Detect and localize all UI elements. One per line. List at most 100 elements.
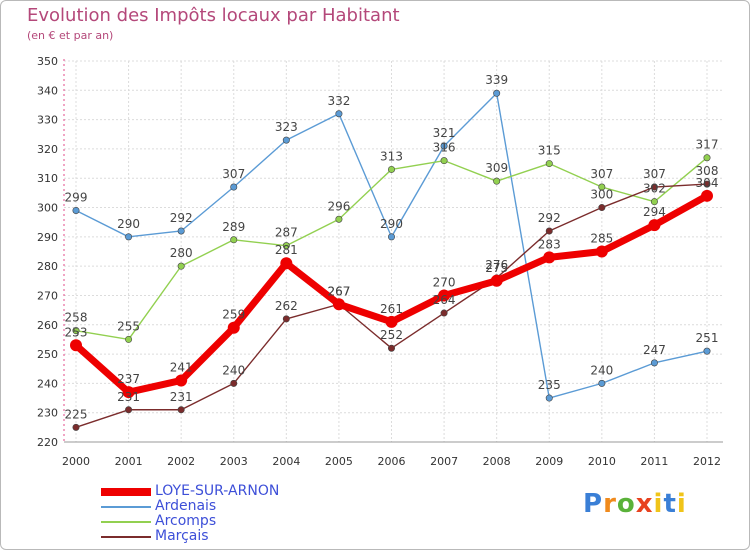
y-tick-label: 270: [37, 289, 58, 302]
data-point-ardenais: [387, 233, 395, 241]
x-tick-label: 2002: [167, 455, 195, 468]
data-label-arcomps: 309: [485, 161, 508, 175]
y-tick-label: 220: [37, 436, 58, 449]
data-label-loye: 261: [380, 302, 403, 316]
data-point-arcomps: [335, 215, 343, 223]
data-point-marcais: [703, 180, 711, 188]
data-point-loye: [543, 251, 556, 264]
data-point-ardenais: [125, 233, 133, 241]
data-point-loye: [648, 219, 661, 232]
data-point-ardenais: [282, 136, 290, 144]
data-label-marcais: 308: [696, 164, 719, 178]
data-point-marcais: [598, 204, 606, 212]
data-point-loye: [385, 315, 398, 328]
data-label-loye: 253: [65, 325, 88, 339]
data-label-ardenais: 299: [65, 190, 88, 204]
data-point-marcais: [440, 309, 448, 317]
y-tick-label: 290: [37, 231, 58, 244]
y-tick-label: 260: [37, 319, 58, 332]
data-label-arcomps: 296: [327, 199, 350, 213]
y-tick-label: 350: [37, 55, 58, 68]
data-point-ardenais: [598, 379, 606, 387]
data-point-ardenais: [440, 142, 448, 150]
data-label-arcomps: 302: [643, 182, 666, 196]
x-tick-label: 2012: [693, 455, 721, 468]
series-lines: [70, 89, 713, 431]
legend-label-loye: LOYE-SUR-ARNON: [155, 483, 280, 499]
data-label-loye: 270: [433, 275, 456, 289]
data-label-marcais: 300: [590, 188, 613, 202]
data-label-arcomps: 316: [433, 141, 456, 155]
data-label-marcais: 252: [380, 328, 403, 342]
proxiti-logo: Proxiti: [583, 489, 687, 519]
y-tick-label: 310: [37, 172, 58, 185]
data-point-marcais: [545, 227, 553, 235]
data-label-marcais: 276: [485, 258, 508, 272]
data-point-ardenais: [335, 110, 343, 118]
y-tick-label: 300: [37, 202, 58, 215]
data-label-marcais: 240: [222, 363, 245, 377]
data-point-loye: [332, 298, 345, 311]
data-label-arcomps: 307: [590, 167, 613, 181]
data-point-arcomps: [125, 335, 133, 343]
data-point-marcais: [125, 406, 133, 414]
x-tick-label: 2000: [62, 455, 90, 468]
x-tick-label: 2005: [325, 455, 353, 468]
data-label-ardenais: 251: [696, 331, 719, 345]
data-label-loye: 267: [327, 284, 350, 298]
x-tick-label: 2007: [430, 455, 458, 468]
data-point-ardenais: [72, 206, 80, 214]
data-point-ardenais: [703, 347, 711, 355]
data-label-ardenais: 247: [643, 343, 666, 357]
legend-label-arcomps: Arcomps: [155, 513, 217, 529]
data-labels: 253 237 241 259 281 267 261 270 275 283 285 294 304 2…: [65, 73, 719, 421]
data-point-ardenais: [545, 394, 553, 402]
data-label-ardenais: 290: [380, 217, 403, 231]
axes: 220 230 240 250 260 270 280 290 300 310 320 330 340 3…: [37, 55, 723, 468]
data-point-loye: [280, 257, 293, 270]
x-tick-label: 2009: [535, 455, 563, 468]
data-point-loye: [701, 189, 713, 202]
data-label-loye: 285: [590, 232, 613, 246]
x-tick-label: 2001: [115, 455, 143, 468]
x-tick-label: 2003: [220, 455, 248, 468]
data-label-ardenais: 323: [275, 120, 298, 134]
data-point-arcomps: [703, 154, 711, 162]
chart-title: Evolution des Impôts locaux par Habitant: [27, 5, 400, 26]
data-point-arcomps: [72, 327, 80, 335]
x-tick-label: 2008: [483, 455, 511, 468]
y-tick-label: 230: [37, 407, 58, 420]
chart-subtitle: (en € et par an): [27, 29, 114, 42]
data-label-marcais: 264: [433, 293, 456, 307]
x-tick-label: 2004: [272, 455, 300, 468]
data-label-marcais: 231: [117, 390, 140, 404]
data-point-marcais: [650, 183, 658, 191]
data-label-arcomps: 315: [538, 144, 561, 158]
data-point-ardenais: [230, 183, 238, 191]
data-point-marcais: [387, 344, 395, 352]
y-tick-label: 330: [37, 114, 58, 127]
data-point-arcomps: [650, 198, 658, 206]
data-label-marcais: 231: [170, 390, 193, 404]
data-point-ardenais: [493, 89, 501, 97]
data-point-marcais: [177, 406, 185, 414]
data-label-ardenais: 321: [433, 126, 456, 140]
legend-swatch-marcais: [101, 536, 151, 538]
data-label-arcomps: 289: [222, 220, 245, 234]
data-label-ardenais: 339: [485, 73, 508, 87]
data-label-arcomps: 317: [696, 138, 719, 152]
legend-swatch-ardenais: [101, 506, 151, 508]
data-point-loye: [122, 386, 135, 399]
data-label-arcomps: 258: [65, 311, 88, 325]
data-label-loye: 281: [275, 243, 298, 257]
data-point-ardenais: [177, 227, 185, 235]
data-point-marcais: [230, 379, 238, 387]
y-tick-label: 320: [37, 143, 58, 156]
x-tick-label: 2006: [378, 455, 406, 468]
data-point-arcomps: [545, 160, 553, 168]
data-point-loye: [70, 339, 82, 352]
data-point-loye: [438, 289, 451, 302]
data-label-ardenais: 240: [590, 363, 613, 377]
